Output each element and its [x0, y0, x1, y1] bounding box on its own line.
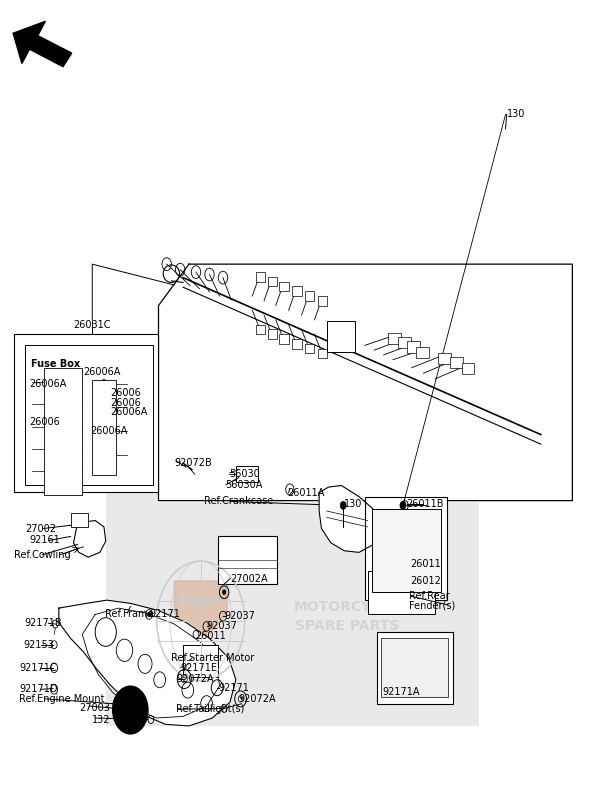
Text: Ref.Cowling: Ref.Cowling — [14, 550, 71, 560]
Bar — [267, 329, 277, 339]
Text: 92161: 92161 — [29, 535, 60, 546]
Bar — [236, 466, 258, 482]
Bar — [267, 277, 277, 286]
Text: 132: 132 — [92, 714, 111, 725]
Bar — [407, 341, 420, 352]
Text: 92171D: 92171D — [19, 684, 58, 694]
Text: 92153: 92153 — [23, 640, 54, 650]
Text: 26006A: 26006A — [91, 427, 128, 436]
Bar — [327, 321, 355, 352]
Text: 92072A: 92072A — [176, 674, 214, 684]
Text: Ref.Crankcase: Ref.Crankcase — [204, 496, 273, 507]
Text: Ref.Taillight(s): Ref.Taillight(s) — [176, 704, 244, 714]
Bar — [305, 344, 315, 353]
Text: 26031C: 26031C — [73, 320, 110, 330]
Bar — [292, 286, 302, 296]
Text: Fender(s): Fender(s) — [409, 601, 455, 610]
Text: 92171E: 92171E — [180, 663, 217, 673]
Bar — [106, 491, 479, 726]
Text: 26006: 26006 — [29, 417, 59, 427]
Bar — [398, 336, 411, 348]
Polygon shape — [174, 581, 227, 645]
Bar — [381, 638, 448, 698]
Circle shape — [101, 427, 107, 435]
Text: 26011A: 26011A — [287, 487, 325, 498]
Text: Ref.Frame: Ref.Frame — [105, 610, 154, 619]
Bar — [368, 570, 435, 614]
Polygon shape — [158, 264, 573, 501]
Text: 27003: 27003 — [79, 703, 110, 714]
Text: 130: 130 — [344, 499, 362, 509]
Text: SPARE PARTS: SPARE PARTS — [295, 619, 399, 634]
Text: 92072A: 92072A — [239, 694, 276, 704]
Bar — [372, 509, 441, 592]
Bar — [365, 497, 447, 600]
Text: 92171: 92171 — [219, 682, 249, 693]
Bar — [416, 347, 429, 358]
Bar — [71, 513, 88, 527]
Circle shape — [101, 451, 107, 459]
Circle shape — [223, 590, 226, 594]
Text: Ref.Starter Motor: Ref.Starter Motor — [171, 654, 254, 663]
Bar — [92, 380, 115, 475]
Polygon shape — [13, 22, 72, 66]
Text: 92037: 92037 — [207, 622, 237, 631]
Circle shape — [400, 502, 406, 510]
Bar — [438, 352, 451, 364]
Bar — [44, 368, 82, 495]
Bar — [256, 272, 265, 282]
Text: Ref.Rear: Ref.Rear — [409, 591, 449, 601]
Bar — [318, 348, 327, 358]
Polygon shape — [59, 600, 236, 726]
Bar — [279, 282, 289, 291]
Text: 92072B: 92072B — [174, 458, 212, 468]
Text: 26011B: 26011B — [406, 499, 444, 509]
Text: 26006A: 26006A — [84, 368, 121, 377]
Text: 26006: 26006 — [110, 398, 141, 407]
Text: 92037: 92037 — [224, 611, 255, 621]
Bar — [219, 536, 277, 584]
Bar — [279, 334, 289, 344]
Text: MSP: MSP — [180, 594, 221, 612]
Text: 27002A: 27002A — [230, 574, 267, 583]
Bar — [376, 632, 453, 704]
Text: 26011: 26011 — [195, 631, 226, 641]
Bar — [450, 357, 463, 368]
Bar — [292, 339, 302, 348]
Circle shape — [147, 612, 151, 617]
Text: Ref.Engine Mount: Ref.Engine Mount — [19, 694, 104, 704]
Text: 26011: 26011 — [410, 559, 441, 569]
Text: 26006A: 26006A — [110, 407, 148, 417]
Text: 130: 130 — [507, 109, 525, 120]
Text: 56030: 56030 — [229, 469, 260, 479]
Bar — [388, 332, 401, 344]
Circle shape — [118, 694, 142, 726]
Text: 26006A: 26006A — [29, 379, 67, 388]
Text: 92171C: 92171C — [19, 663, 57, 673]
Bar — [183, 645, 219, 677]
Text: MOTORCYCLE: MOTORCYCLE — [294, 599, 401, 614]
Bar — [14, 334, 158, 492]
Bar — [318, 296, 327, 305]
Polygon shape — [74, 520, 106, 557]
Circle shape — [127, 706, 134, 715]
Text: 26006: 26006 — [110, 388, 141, 398]
Polygon shape — [319, 486, 381, 552]
Text: 92171A: 92171A — [382, 686, 420, 697]
Bar — [25, 345, 153, 486]
Text: 92171: 92171 — [150, 610, 181, 619]
Circle shape — [112, 686, 148, 734]
Bar — [305, 291, 315, 300]
Bar — [462, 363, 475, 374]
Circle shape — [101, 403, 107, 411]
Text: 92171B: 92171B — [25, 618, 62, 628]
Bar — [256, 324, 265, 334]
Text: 27002: 27002 — [25, 524, 56, 535]
Circle shape — [340, 502, 346, 510]
Circle shape — [101, 380, 107, 388]
Text: 56030A: 56030A — [225, 480, 262, 491]
Text: 26012: 26012 — [410, 576, 441, 586]
Text: Fuse Box: Fuse Box — [31, 359, 80, 368]
